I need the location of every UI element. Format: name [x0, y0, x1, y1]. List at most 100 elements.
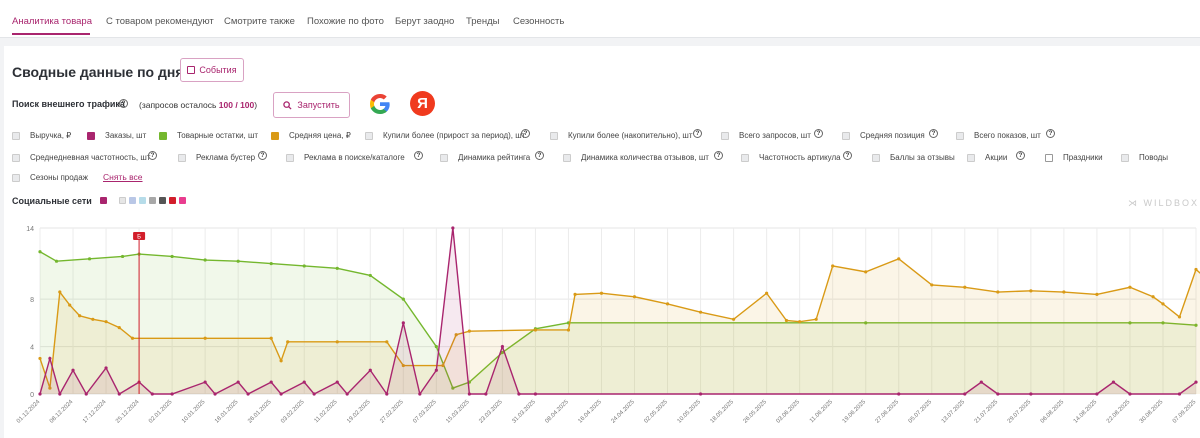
checkbox-checked-icon[interactable]	[100, 197, 107, 204]
data-point	[765, 291, 769, 295]
run-search-button[interactable]: Запустить	[273, 92, 350, 118]
help-icon[interactable]: ?	[929, 129, 938, 138]
event-marker-label: Б	[137, 235, 141, 241]
tab-similar-photo[interactable]: Похожие по фото	[307, 16, 384, 27]
telegram-icon[interactable]	[139, 197, 146, 204]
blank-icon[interactable]	[119, 197, 126, 204]
checkbox-icon	[365, 131, 373, 140]
reset-all-link[interactable]: Снять все	[103, 172, 143, 182]
metric-orders[interactable]: Заказы, шт	[87, 131, 146, 140]
y-tick-label: 4	[30, 345, 34, 352]
metric-total-impressions[interactable]: Всего показов, шт	[956, 131, 1041, 140]
metric-sales-seasons[interactable]: Сезоны продаж	[12, 173, 88, 182]
tab-see-also[interactable]: Смотрите также	[224, 16, 295, 27]
help-icon[interactable]: ?	[1046, 129, 1055, 138]
data-point	[831, 264, 835, 268]
data-point	[213, 392, 217, 396]
data-point	[345, 392, 349, 396]
data-point	[38, 356, 42, 361]
metric-rating-dynamics[interactable]: Динамика рейтинга	[440, 153, 530, 162]
metric-revenue[interactable]: Выручка, ₽	[12, 131, 71, 140]
events-button[interactable]: События	[180, 58, 244, 82]
x-tick-label: 05.07.2025	[908, 399, 934, 425]
checkbox-icon	[872, 153, 880, 162]
help-icon[interactable]: ?	[843, 151, 852, 160]
metric-label: Праздники	[1063, 153, 1103, 162]
help-icon[interactable]: ?	[258, 151, 267, 160]
x-tick-label: 31.03.2025	[511, 399, 537, 425]
metric-stock[interactable]: Товарные остатки, шт	[159, 131, 258, 140]
data-point	[48, 386, 52, 390]
metric-avg-position[interactable]: Средняя позиция	[842, 131, 925, 140]
tab-bought-together[interactable]: Берут заодно	[395, 16, 455, 27]
youtube-icon[interactable]	[169, 197, 176, 204]
checkbox-icon	[967, 153, 975, 162]
data-point	[401, 321, 405, 325]
x-tick-label: 10.01.2025	[181, 399, 207, 425]
metric-bought-cumulative[interactable]: Купили более (накопительно), шт	[550, 131, 693, 140]
tab-product-analytics[interactable]: Аналитика товара	[12, 16, 92, 27]
data-point	[798, 320, 802, 324]
data-point	[1194, 323, 1198, 327]
checkbox-checked-icon	[271, 131, 279, 140]
metric-promotions[interactable]: Акции	[967, 153, 1007, 162]
help-icon[interactable]: ?	[521, 129, 530, 138]
x-tick-label: 18.05.2025	[710, 399, 736, 425]
help-icon[interactable]: ?	[1016, 151, 1025, 160]
instagram-icon[interactable]	[179, 197, 186, 204]
data-point	[1095, 392, 1099, 396]
ok-icon[interactable]	[149, 197, 156, 204]
metric-daily-frequency[interactable]: Среднедневная частотность, шт	[12, 153, 150, 162]
help-icon[interactable]: ?	[148, 151, 157, 160]
metric-review-points[interactable]: Баллы за отзывы	[872, 153, 955, 162]
data-point	[1095, 292, 1099, 296]
metric-label: Купили более (прирост за период), шт	[383, 131, 526, 140]
yandex-icon[interactable]: Я	[410, 91, 435, 116]
social-networks-label: Социальные сети	[12, 196, 92, 206]
help-icon[interactable]: ?	[535, 151, 544, 160]
tab-seasonality[interactable]: Сезонность	[513, 16, 565, 27]
checkbox-icon	[12, 153, 20, 162]
help-icon[interactable]: ?	[714, 151, 723, 160]
data-point	[784, 318, 789, 323]
help-icon[interactable]: ?	[693, 129, 702, 138]
metric-holidays[interactable]: Праздники	[1045, 153, 1103, 162]
metric-occasions[interactable]: Поводы	[1121, 153, 1168, 162]
tab-bar: Аналитика товара С товаром рекомендуют С…	[0, 0, 1200, 38]
help-icon[interactable]: ?	[414, 151, 423, 160]
google-icon[interactable]	[368, 92, 392, 116]
x-tick-label: 08.12.2024	[49, 399, 75, 425]
tab-trends[interactable]: Тренды	[466, 16, 500, 27]
data-point	[434, 368, 438, 372]
metric-ad-booster[interactable]: Реклама бустер	[178, 153, 255, 162]
analytics-card	[4, 46, 1200, 438]
x-tick-label: 02.05.2025	[643, 399, 669, 425]
vk-icon[interactable]	[129, 197, 136, 204]
data-point	[84, 392, 88, 396]
data-point	[864, 270, 868, 274]
data-point	[279, 359, 283, 363]
metric-avg-price[interactable]: Средняя цена, ₽	[271, 131, 351, 140]
metric-article-frequency[interactable]: Частотность артикула	[741, 153, 841, 162]
metric-bought-growth[interactable]: Купили более (прирост за период), шт	[365, 131, 525, 140]
tab-recommended-with[interactable]: С товаром рекомендуют	[106, 16, 214, 27]
x-tick-label: 18.01.2025	[214, 399, 240, 425]
data-point	[54, 259, 59, 263]
data-point	[117, 326, 121, 330]
data-point	[269, 336, 273, 340]
quota-text: (запросов осталось 100 / 100)	[139, 100, 257, 110]
tiktok-icon[interactable]	[159, 197, 166, 204]
chart[interactable]: 0 4 8 14 01.12.2024 08.12.2024 17.12.2024 25.12…	[0, 220, 1200, 438]
help-icon[interactable]: ?	[814, 129, 823, 138]
data-point	[91, 317, 95, 321]
metric-total-queries[interactable]: Всего запросов, шт	[721, 131, 811, 140]
data-point	[335, 340, 339, 344]
help-icon[interactable]: ?	[119, 99, 128, 108]
metric-ad-search[interactable]: Реклама в поиске/каталоге	[286, 153, 405, 162]
data-point	[1029, 289, 1033, 293]
data-point	[434, 344, 438, 349]
wildbox-watermark: ⋊ WILDBOX	[1128, 198, 1199, 209]
metric-reviews-dynamics[interactable]: Динамика количества отзывов, шт	[563, 153, 709, 162]
x-tick-label: 07.03.2025	[412, 399, 438, 425]
checkbox-checked-icon	[159, 131, 167, 140]
